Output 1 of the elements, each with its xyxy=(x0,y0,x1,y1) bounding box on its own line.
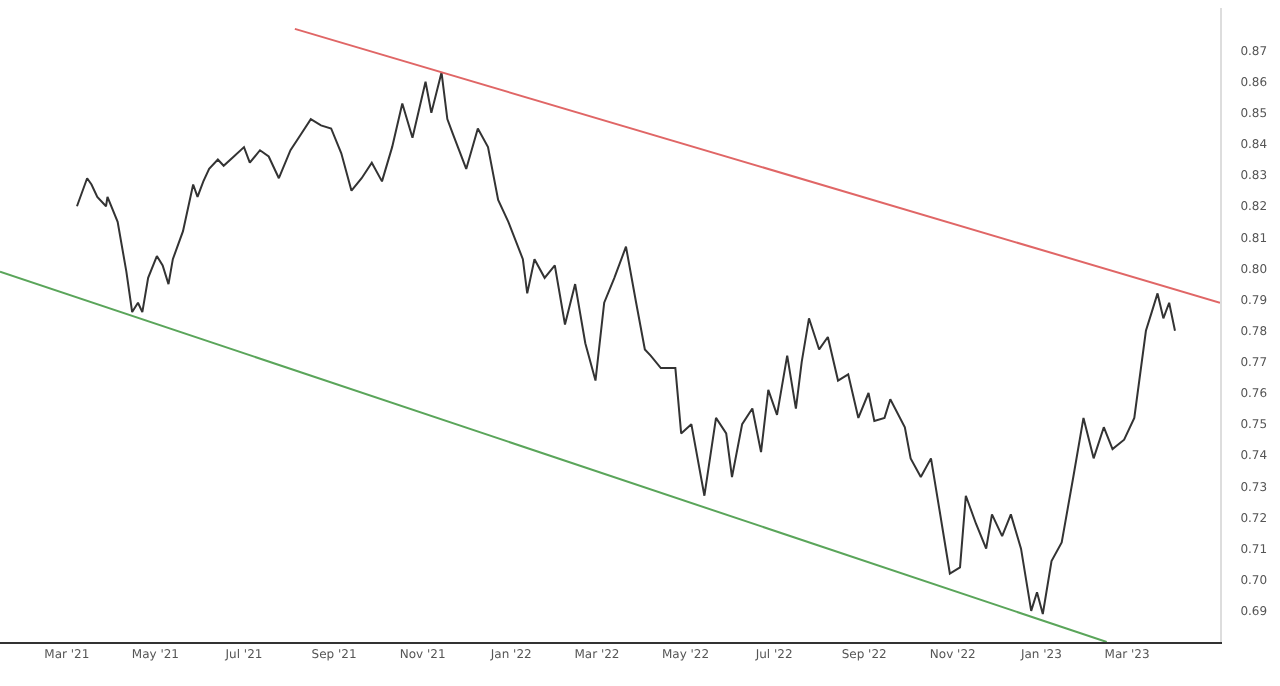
line-series xyxy=(75,71,1176,615)
